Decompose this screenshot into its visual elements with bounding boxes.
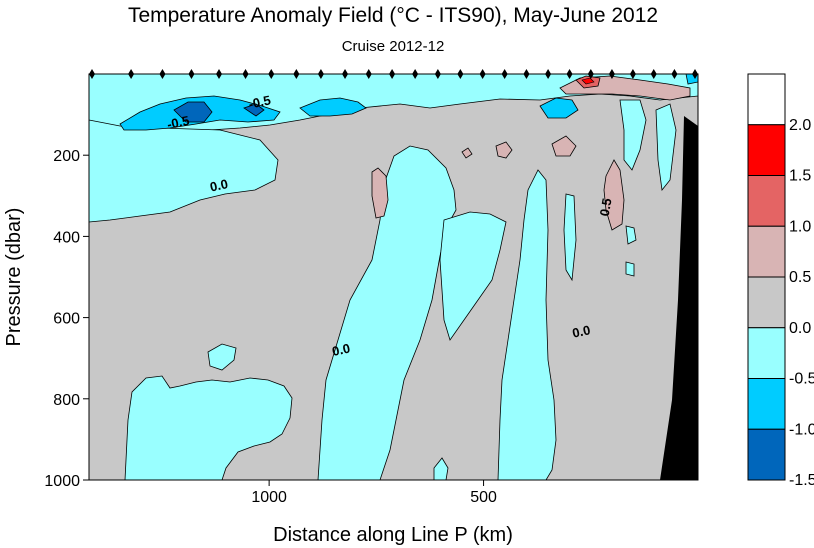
- station-marker: [566, 69, 573, 79]
- contour-label: 0.0: [331, 341, 352, 359]
- cold-anomaly-upper-right-2: [655, 103, 677, 191]
- station-marker: [268, 69, 275, 79]
- warm-anomaly-column-1: [371, 167, 389, 219]
- x-tick-label: 500: [470, 489, 497, 506]
- station-marker: [188, 69, 195, 79]
- cold-anomaly-deep-left: [124, 375, 293, 480]
- station-marker: [608, 69, 615, 79]
- chart-subtitle: Cruise 2012-12: [342, 38, 445, 55]
- colorbar-label: -1.5: [789, 472, 814, 489]
- contour-labels: -0.5 -0.5 0.0 0.0 0.0 0.5: [166, 92, 615, 359]
- y-tick-label: 800: [53, 392, 80, 409]
- colorbar: 2.0 1.5 1.0 0.5 0.0 -0.5 -1.0 -1.5: [747, 73, 814, 489]
- y-axis-ticks: 200 400 600 800 1000: [44, 148, 89, 490]
- station-marker: [216, 69, 223, 79]
- station-marker: [434, 69, 441, 79]
- y-tick-label: 600: [53, 311, 80, 328]
- colorbar-swatch: [747, 276, 786, 329]
- station-marker: [501, 69, 508, 79]
- station-marker: [365, 69, 372, 79]
- colorbar-label: 0.5: [789, 269, 811, 286]
- warm-anomaly-small: [461, 147, 473, 159]
- x-axis-ticks: 1000 500: [251, 480, 497, 506]
- x-tick-label: 1000: [251, 489, 287, 506]
- x-axis-label: Distance along Line P (km): [273, 524, 513, 546]
- colorbar-swatch: [747, 378, 786, 430]
- y-tick-label: 200: [53, 148, 80, 165]
- station-marker: [629, 69, 636, 79]
- cold-anomaly-central-branch: [439, 211, 507, 341]
- station-marker: [671, 69, 678, 79]
- colorbar-swatch: [747, 327, 786, 379]
- bathymetry-slope: [660, 74, 698, 480]
- cold-anomaly-upper-right: [619, 99, 647, 171]
- colorbar-swatch: [747, 73, 786, 126]
- y-axis-label: Pressure (dbar): [3, 208, 25, 347]
- station-marker: [242, 69, 249, 79]
- cold-anomaly-bottom-small: [433, 457, 449, 480]
- cold-anomaly-far-right-1: [563, 193, 577, 282]
- colorbar-swatch: [747, 225, 786, 278]
- y-tick-label: 400: [53, 229, 80, 246]
- station-marker: [342, 69, 349, 79]
- warm-anomaly-patch-2: [495, 141, 513, 159]
- y-tick-label: 1000: [44, 473, 80, 490]
- colorbar-swatch: [747, 175, 786, 227]
- cold-anomaly-far-right-3: [625, 261, 635, 277]
- station-marker: [523, 69, 530, 79]
- plot-area: [89, 74, 698, 480]
- station-marker: [128, 69, 135, 79]
- cold-core-right: [539, 97, 579, 119]
- contour-label: 0.0: [208, 176, 229, 194]
- contour-label: 0.0: [571, 322, 592, 340]
- station-marker: [479, 69, 486, 79]
- cold-anomaly-central-column: [317, 145, 457, 480]
- warm-anomaly-patch-3: [551, 135, 577, 157]
- contour-label: 0.5: [597, 197, 615, 217]
- cold-anomaly-right-column: [497, 169, 557, 480]
- colorbar-label: 0.0: [789, 320, 811, 337]
- colorbar-swatch: [747, 428, 786, 481]
- station-marker: [412, 69, 419, 79]
- warm-anomaly-column-right: [603, 159, 625, 231]
- station-marker: [293, 69, 300, 79]
- coldest-core-1: [173, 101, 213, 123]
- cold-anomaly-upper-left: [89, 119, 279, 223]
- station-marker: [650, 69, 657, 79]
- colorbar-label: 1.5: [789, 168, 811, 185]
- station-marker: [389, 69, 396, 79]
- hottest-anomaly-patch: [581, 77, 595, 85]
- cold-anomaly-small-patch: [207, 343, 237, 371]
- colorbar-label: 1.0: [789, 218, 811, 235]
- station-marker: [457, 69, 464, 79]
- contour-label: -0.5: [247, 92, 272, 111]
- cold-core-mid: [299, 97, 367, 117]
- coldest-core-2: [243, 103, 265, 117]
- colorbar-label: -0.5: [789, 371, 814, 388]
- station-marker: [317, 69, 324, 79]
- station-marker: [545, 69, 552, 79]
- colorbar-label: 2.0: [789, 117, 811, 134]
- cold-anomaly-far-right-2: [625, 225, 637, 245]
- station-marker: [692, 69, 698, 79]
- station-marker: [89, 69, 95, 79]
- colorbar-swatch: [747, 124, 786, 176]
- colorbar-label: -1.0: [789, 421, 814, 438]
- contour-label: -0.5: [166, 113, 191, 132]
- chart-title: Temperature Anomaly Field (°C - ITS90), …: [128, 4, 658, 27]
- station-markers: [89, 69, 698, 79]
- station-marker: [159, 69, 166, 79]
- station-marker: [587, 69, 594, 79]
